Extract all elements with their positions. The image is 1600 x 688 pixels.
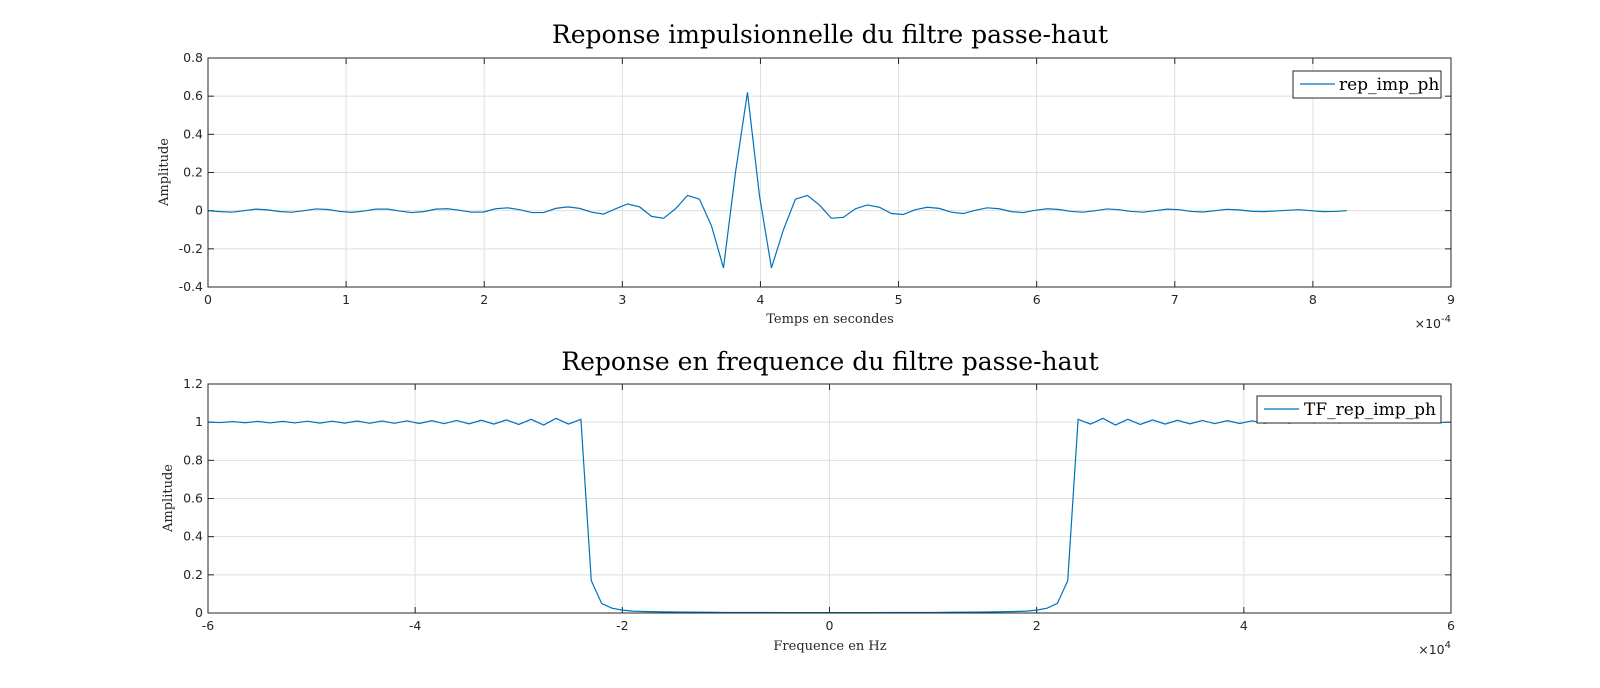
x-tick-label: 4 (1240, 618, 1248, 633)
x-tick-label: 4 (756, 292, 764, 307)
y-tick-label: 0.8 (183, 50, 203, 65)
impulse-response-chart: 0 1 2 3 4 5 6 7 8 9 -0.4 -0.2 0 0.2 0.4 0.6 0.8 Reponse … (157, 20, 1455, 331)
y-axis-label: Amplitude (161, 464, 176, 533)
y-tick-label: 0.6 (183, 88, 203, 103)
x-tick-label: 7 (1171, 292, 1179, 307)
axes-box (207, 57, 1452, 288)
x-exponent-label: ×104 (1418, 640, 1451, 657)
x-tick-label: 9 (1447, 292, 1455, 307)
y-tick-label: 0.2 (183, 567, 203, 582)
x-exponent-label: ×10-4 (1415, 314, 1451, 331)
x-exponent-prefix: ×10 (1415, 316, 1441, 331)
y-tick-label: 0.4 (183, 126, 203, 141)
chart-title: Reponse impulsionnelle du filtre passe-h… (552, 20, 1108, 49)
y-tick-label: 0.4 (183, 529, 203, 544)
x-tick-label: -2 (616, 618, 628, 633)
x-tick-label: 3 (618, 292, 626, 307)
x-axis-label: Temps en secondes (766, 312, 894, 327)
y-tick-label: 1.2 (183, 376, 203, 391)
legend: rep_imp_ph (1292, 70, 1442, 99)
x-exponent-prefix: ×10 (1418, 642, 1444, 657)
chart-title: Reponse en frequence du filtre passe-hau… (561, 347, 1098, 376)
x-tick-label: -4 (409, 618, 422, 633)
y-tick-label: 0 (195, 605, 203, 620)
y-tick-label: 1 (195, 414, 203, 429)
x-exponent-power: 4 (1445, 640, 1451, 651)
x-tick-label: -6 (202, 618, 215, 633)
y-tick-label: -0.4 (179, 279, 203, 294)
y-tick-label: -0.2 (179, 241, 203, 256)
x-axis-label: Frequence en Hz (773, 639, 886, 654)
axes-box (207, 383, 1452, 614)
x-tick-label: 0 (204, 292, 212, 307)
y-axis-label: Amplitude (157, 138, 172, 207)
y-tick-label: 0 (195, 203, 203, 218)
legend-label: rep_imp_ph (1339, 75, 1439, 95)
x-tick-label: 2 (480, 292, 488, 307)
series-line-rep-imp-ph (207, 92, 1347, 269)
legend-label: TF_rep_imp_ph (1304, 400, 1436, 420)
frequency-response-chart: -6 -4 -2 0 2 4 6 0 0.2 0.4 0.6 0.8 1 1.2 Reponse en f… (161, 347, 1455, 657)
y-tick-label: 0.8 (183, 452, 203, 467)
y-tick-label: 0.2 (183, 165, 203, 180)
legend: TF_rep_imp_ph (1256, 395, 1442, 424)
x-tick-label: 1 (342, 292, 350, 307)
x-tick-label: 6 (1447, 618, 1455, 633)
x-tick-label: 2 (1033, 618, 1041, 633)
x-exponent-power: -4 (1441, 314, 1451, 325)
x-tick-label: 8 (1309, 292, 1317, 307)
x-tick-label: 5 (895, 292, 903, 307)
x-tick-label: 6 (1033, 292, 1041, 307)
x-tick-label: 0 (826, 618, 834, 633)
y-tick-label: 0.6 (183, 491, 203, 506)
